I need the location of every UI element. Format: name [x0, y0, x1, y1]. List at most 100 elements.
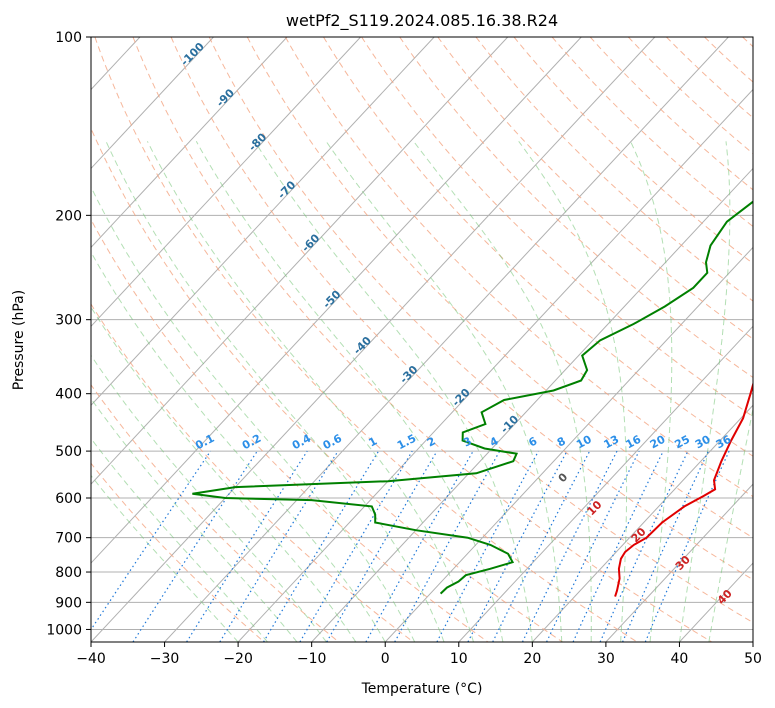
dewpoint-profile [192, 200, 753, 595]
moist-adiabat [91, 251, 386, 642]
mixing-ratio-line [262, 450, 380, 642]
mixing-ratio-label: 8 [555, 434, 568, 449]
isotherm-label: -40 [351, 334, 374, 357]
mixing-ratio-label: 0.2 [240, 432, 263, 453]
mixing-ratio-line [219, 450, 339, 642]
dry-adiabat [91, 383, 340, 642]
mixing-ratio-line [644, 450, 730, 642]
dry-adiabat [91, 462, 265, 642]
dry-adiabat [91, 303, 414, 642]
isotherm-line [164, 37, 729, 642]
dry-adiabat-label: 0 [556, 470, 571, 485]
dry-adiabat [361, 37, 753, 418]
isotherm-line [91, 37, 509, 485]
y-tick-label: 300 [55, 313, 82, 329]
plot-frame [90, 36, 754, 643]
y-tick-label: 600 [55, 491, 82, 507]
mixing-ratio-label: 1 [366, 434, 379, 449]
moist-adiabat [413, 140, 592, 642]
mixing-ratio-label: 13 [602, 433, 622, 452]
isotherm-line [237, 88, 753, 642]
moist-adiabat [325, 141, 563, 642]
moist-adiabat [91, 354, 327, 642]
isotherm-line [91, 37, 582, 564]
mixing-ratio-line [599, 450, 689, 642]
x-tick-label: 40 [671, 651, 689, 667]
moist-adiabat [254, 141, 533, 642]
isotherm-line [679, 562, 753, 642]
dry-adiabat [132, 37, 713, 642]
y-tick-label: 700 [55, 531, 82, 547]
y-axis-label: Pressure (hPa) [11, 290, 27, 390]
x-tick-label: 30 [597, 651, 615, 667]
dry-adiabat [437, 37, 753, 340]
mixing-ratio-label: 20 [648, 433, 668, 452]
moist-adiabat [630, 141, 673, 642]
mixing-ratio-label: 10 [574, 433, 594, 452]
x-tick-label: −40 [76, 651, 106, 667]
x-axis: −40 −30 −20 −10 0 10 20 30 40 50 [76, 642, 762, 667]
dry-adiabat [666, 37, 753, 119]
x-tick-label: −10 [297, 651, 327, 667]
isotherm-label: -90 [214, 86, 237, 109]
moist-adiabat [518, 141, 628, 642]
mixing-ratio-label: 30 [693, 433, 713, 452]
x-axis-label: Temperature (°C) [361, 681, 483, 697]
isotherm-label: -100 [178, 40, 207, 69]
mixing-ratio-label: 1.5 [395, 432, 418, 453]
isotherm-line [384, 246, 753, 642]
moist-adiabat [91, 397, 298, 642]
dry-adiabat [284, 37, 753, 498]
mixing-ratio-line [132, 450, 258, 642]
isotherm-label: -70 [275, 178, 298, 201]
dry-adiabat [475, 37, 753, 302]
mixing-ratio-label: 6 [526, 434, 539, 449]
dry-adiabat [704, 37, 753, 83]
mixing-ratio-line [365, 450, 474, 642]
dry-adiabat [323, 37, 753, 457]
moist-adiabat [91, 185, 416, 642]
isotherm-line [605, 483, 753, 642]
mixing-ratio-line [467, 450, 568, 642]
y-tick-label: 400 [55, 387, 82, 403]
mixing-ratio-line [186, 450, 308, 642]
dry-adiabat [551, 37, 753, 228]
mixing-ratio-label: 3 [461, 434, 474, 449]
mixing-ratio-line [572, 450, 664, 642]
x-tick-label: 10 [450, 651, 468, 667]
isotherm-line [311, 167, 753, 642]
dry-adiabat [170, 37, 753, 624]
y-tick-label: 1000 [46, 622, 82, 638]
isotherm-label: -30 [397, 363, 420, 386]
mixing-ratio-label: 0.6 [321, 432, 345, 453]
mixing-ratio-line [326, 450, 438, 642]
y-tick-label: 900 [55, 595, 82, 611]
mixing-ratio-line [299, 450, 413, 642]
mixing-ratio-line [546, 450, 640, 642]
y-tick-label: 100 [55, 30, 82, 46]
isotherm-line [91, 37, 214, 170]
mixing-ratio-line [91, 450, 211, 631]
dry-adiabat-label: 20 [629, 525, 649, 545]
y-tick-label: 200 [55, 208, 82, 224]
isotherm-line [91, 37, 288, 249]
isotherm-line [91, 37, 361, 328]
moist-adiabat [91, 474, 239, 642]
mixing-ratio-label: 0.1 [193, 432, 216, 453]
isotherm-line [752, 641, 753, 642]
y-tick-label: 500 [55, 444, 82, 460]
dry-adiabat [246, 37, 753, 539]
isotherm-line [531, 404, 753, 642]
mixing-ratio-label: 16 [624, 433, 644, 452]
temperature-profile [614, 381, 753, 597]
isotherm-line [0, 37, 66, 642]
x-tick-label: −20 [223, 651, 253, 667]
mixing-ratio-line [521, 450, 618, 642]
moist-adiabat [105, 141, 445, 642]
x-tick-label: −30 [150, 651, 180, 667]
isotherm-label: -50 [320, 288, 343, 311]
mixing-ratio-label: 2 [425, 434, 438, 449]
isotherm-line [91, 37, 656, 642]
x-tick-label: 0 [381, 651, 390, 667]
isoline-labels: 0.1 0.2 0.4 0.6 1 1.5 2 3 4 6 8 10 13 16 20 25 30 36-100-… [178, 40, 735, 607]
